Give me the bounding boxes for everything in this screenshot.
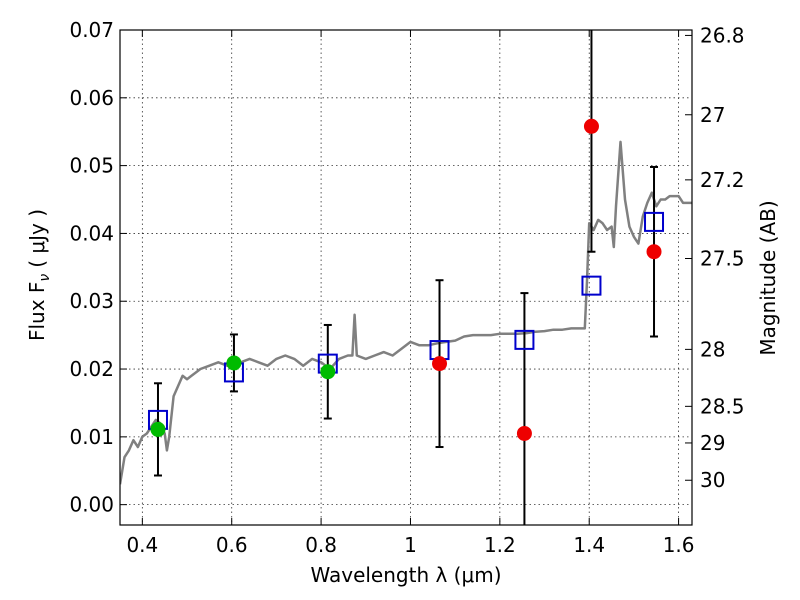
y-tick-label: 0.00: [69, 493, 114, 517]
y-tick-label: 0.01: [69, 425, 114, 449]
y2-tick-label: 29: [700, 431, 725, 455]
y2-tick-label: 28: [700, 337, 725, 361]
x-tick-label: 0.6: [216, 533, 248, 557]
detection-point: [150, 421, 166, 437]
y-tick-label: 0.03: [69, 289, 114, 313]
y-tick-label: 0.04: [69, 221, 114, 245]
model-photometry-square: [514, 329, 535, 350]
y2-tick-label: 30: [700, 468, 725, 492]
y-axis-label: Flux Fν ( μJy ): [25, 209, 53, 341]
y-tick-label: 0.05: [69, 154, 114, 178]
model-photometry-square: [644, 211, 665, 232]
axis-ticks: 0.4 0.6 0.8 1 1.2 1.4 1.6 0.00 0.01 0.02 0.03 0.04 0…: [69, 18, 744, 557]
x-tick-label: 1.4: [573, 533, 605, 557]
y-tick-label: 0.07: [69, 18, 114, 42]
y2-tick-label: 27.5: [700, 247, 745, 271]
y2-tick-label: 26.8: [700, 23, 745, 47]
y2-axis-label: Magnitude (AB): [756, 200, 780, 355]
spectrum-line: [120, 140, 692, 485]
model-photometry-square: [581, 275, 602, 296]
y-axis-label-main: Flux F: [25, 282, 49, 341]
y-tick-label: 0.02: [69, 357, 114, 381]
nondetection-point: [646, 244, 662, 260]
y2-tick-label: 28.5: [700, 394, 745, 418]
y-tick-label: 0.06: [69, 86, 114, 110]
x-tick-label: 0.4: [126, 533, 158, 557]
detection-point: [226, 355, 242, 371]
x-tick-label: 1.6: [663, 533, 695, 557]
nondetection-point: [516, 425, 532, 441]
chart-plot-area: [120, 30, 692, 525]
y-axis-label-unit: ( μJy ): [25, 209, 49, 268]
y2-tick-label: 27.2: [700, 168, 745, 192]
x-tick-label: 1.2: [484, 533, 516, 557]
y2-tick-label: 27: [700, 103, 725, 127]
y-axis-label-sub: ν: [37, 274, 53, 282]
x-tick-label: 0.8: [305, 533, 337, 557]
nondetection-point: [583, 118, 599, 134]
x-axis-label: Wavelength λ (μm): [310, 563, 501, 587]
grid-lines: [120, 29, 692, 525]
plot-frame: [119, 29, 693, 526]
x-tick-label: 1: [404, 533, 417, 557]
nondetection-point: [432, 356, 448, 372]
detection-point: [320, 364, 336, 380]
